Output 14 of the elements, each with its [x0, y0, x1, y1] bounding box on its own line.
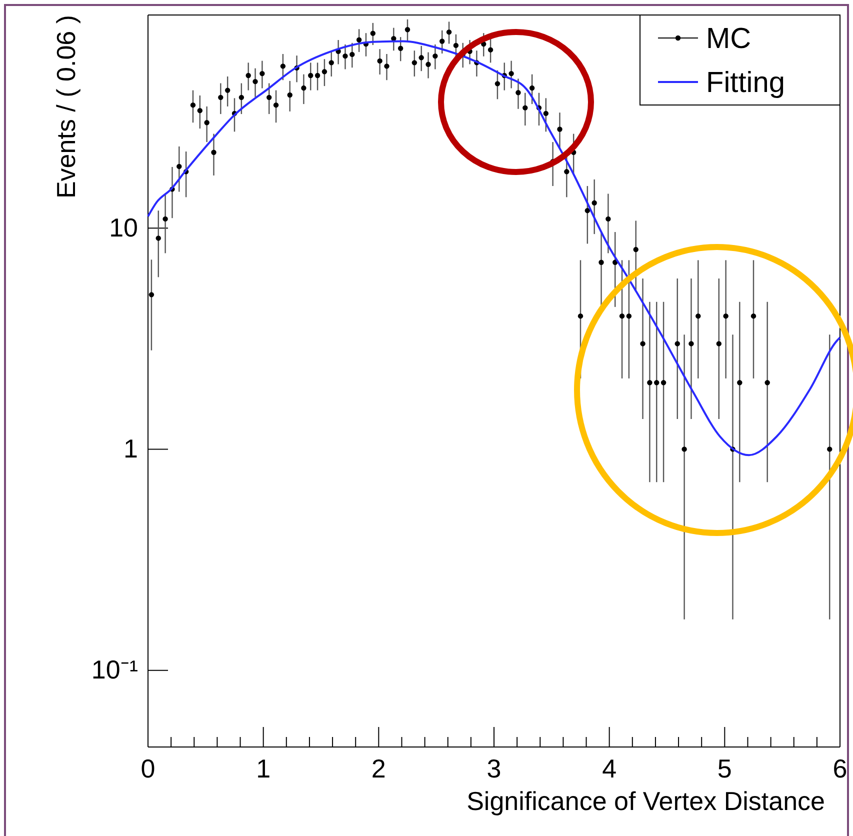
x-tick-label: 6: [832, 753, 848, 784]
y-axis-title: Events / ( 0.06 ): [51, 15, 81, 199]
x-tick-label: 5: [717, 753, 732, 784]
x-tick-label: 1: [256, 753, 271, 784]
y-tick-label: 10: [109, 212, 138, 242]
legend-label: Fitting: [706, 67, 785, 99]
legend-label: MC: [706, 23, 752, 55]
x-tick-label: 0: [140, 753, 156, 784]
x-tick-label: 4: [602, 753, 617, 784]
x-axis-title: Significance of Vertex Distance: [466, 786, 825, 816]
x-tick-label: 2: [371, 753, 386, 784]
y-tick-label: 10⁻¹: [91, 654, 138, 685]
y-tick-label: 1: [124, 434, 138, 464]
x-tick-label: 3: [486, 753, 502, 784]
